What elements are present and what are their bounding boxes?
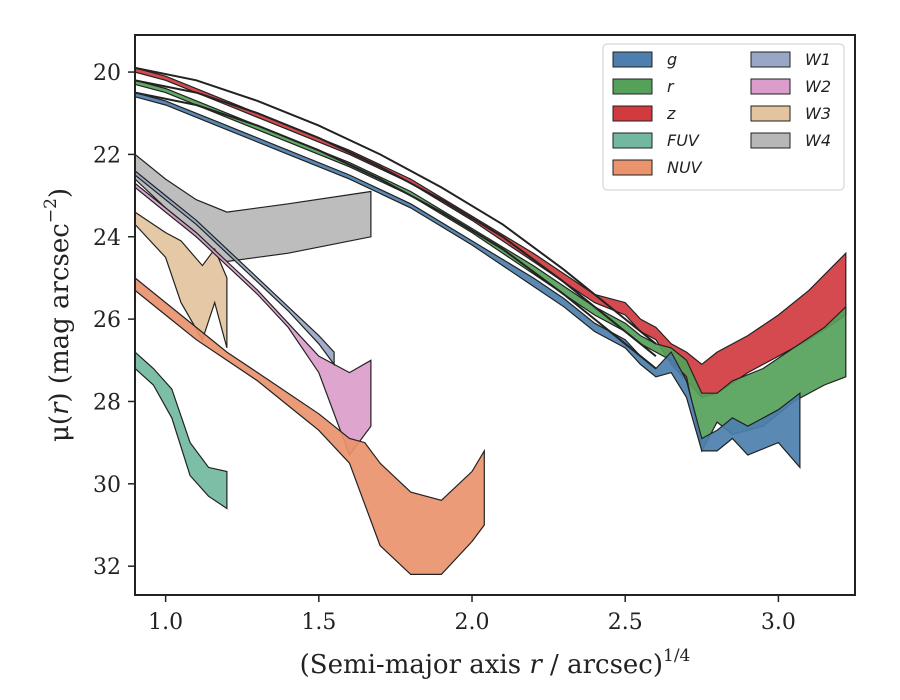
- band-w3: [135, 211, 228, 349]
- legend-swatch-fuv: [612, 132, 653, 149]
- legend-swatch-g: [612, 51, 653, 68]
- x-tick-label: 1.0: [148, 610, 183, 635]
- legend-swatch-z: [612, 105, 653, 122]
- x-tick-label: 1.5: [301, 610, 336, 635]
- y-tick-label: 32: [93, 555, 121, 580]
- y-tick-label: 26: [93, 308, 121, 333]
- band-fuv: [135, 351, 228, 510]
- x-axis-ticks: 1.0 1.5 2.0 2.5 3.0: [148, 595, 796, 635]
- model-curve-1: [135, 66, 657, 345]
- legend-label-w3: W3: [805, 104, 831, 123]
- legend-label-w4: W4: [805, 131, 831, 150]
- band-w2: [135, 182, 372, 457]
- legend-label-z: z: [666, 104, 676, 123]
- legend-label-w2: W2: [805, 77, 831, 96]
- band-w1: [135, 170, 335, 367]
- model-curve-3: [135, 91, 657, 370]
- band-nuv: [135, 277, 485, 576]
- y-tick-label: 20: [93, 61, 121, 86]
- model-curves: [135, 66, 657, 370]
- x-tick-label: 3.0: [761, 610, 796, 635]
- y-axis-label: μ(r) (mag arcsec−2): [41, 188, 75, 442]
- legend-label-nuv: NUV: [667, 158, 703, 177]
- legend-swatch-r: [612, 78, 653, 95]
- y-tick-label: 30: [93, 473, 121, 498]
- x-tick-label: 2.0: [455, 610, 490, 635]
- band-areas: [135, 67, 847, 576]
- legend-label-g: g: [667, 50, 677, 69]
- x-tick-label: 2.5: [608, 610, 643, 635]
- y-tick-label: 28: [93, 390, 121, 415]
- plot-frame: [134, 34, 856, 596]
- legend-swatch-nuv: [612, 159, 653, 176]
- legend-swatch-w1: [750, 51, 791, 68]
- band-g: [135, 91, 801, 470]
- legend-swatch-w4: [750, 132, 791, 149]
- x-axis-label: (Semi-major axis r / arcsec)1/4: [300, 646, 691, 680]
- legend: grz FUV NUV W1 W2 W3 W4: [602, 43, 845, 191]
- legend-swatch-w3: [750, 105, 791, 122]
- legend-label-fuv: FUV: [667, 131, 700, 150]
- legend-swatch-w2: [750, 78, 791, 95]
- model-curve-2: [135, 79, 657, 357]
- y-tick-label: 24: [93, 226, 121, 251]
- y-axis-ticks: 20 22 24 26 28 30 32: [93, 61, 135, 580]
- y-tick-label: 22: [93, 143, 121, 168]
- legend-label-r: r: [667, 77, 675, 96]
- legend-label-w1: W1: [805, 50, 831, 69]
